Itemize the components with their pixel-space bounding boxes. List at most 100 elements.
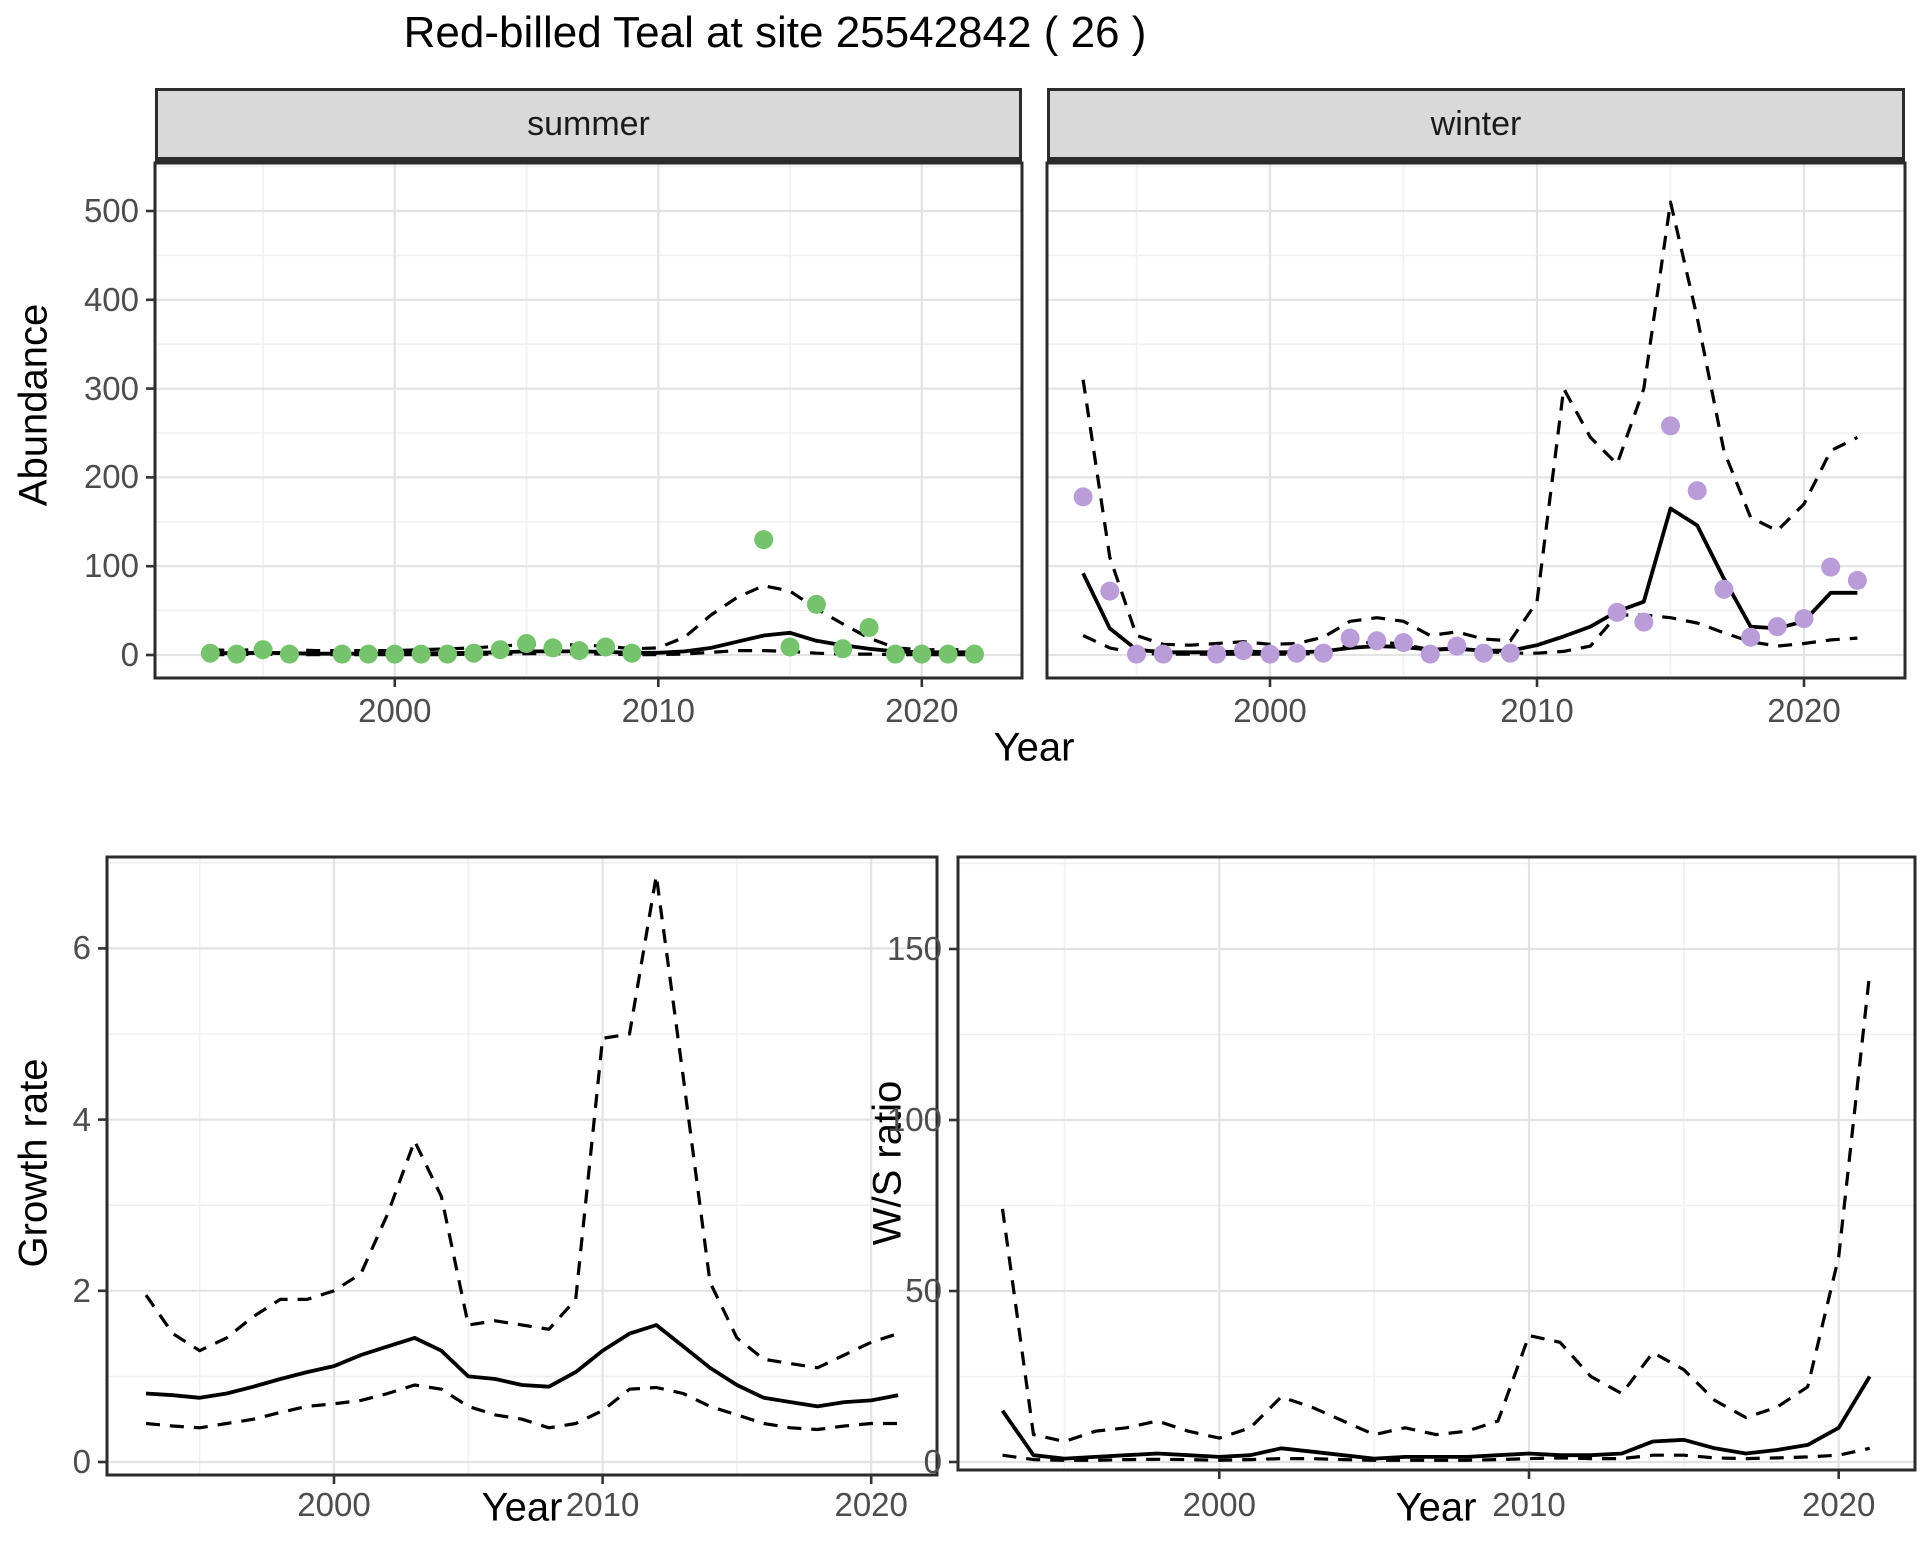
panel-ws-ratio-y-tick-label: 50	[905, 1272, 942, 1309]
facet-strip-winter-label: winter	[1430, 104, 1522, 143]
panel-winter-x-tick-label: 2010	[1500, 692, 1574, 729]
panel-growth-rate-y-tick-label: 0	[72, 1443, 91, 1480]
panel-growth-rate-x-tick-label: 2000	[297, 1486, 371, 1523]
panel-summer-x-tick-label: 2010	[621, 692, 696, 729]
panel-winter-observation-point	[1420, 644, 1440, 664]
panel-summer-y-tick-label: 100	[83, 547, 139, 585]
panel-ws-ratio-y-tick-label: 0	[923, 1443, 942, 1480]
panel-summer-observation-point	[490, 640, 510, 660]
panel-summer-observation-point	[754, 530, 774, 550]
panel-summer-observation-point	[200, 643, 220, 663]
panel-winter-observation-point	[1207, 644, 1227, 664]
panel-summer	[146, 161, 1024, 687]
panel-winter-observation-point	[1233, 641, 1253, 661]
panel-summer-y-tick-label: 500	[83, 192, 139, 229]
panel-winter-upper-ci-line	[1081, 200, 1859, 647]
panel-growth-rate-lower-ci-line	[145, 1383, 899, 1432]
panel-summer-observation-point	[885, 644, 905, 664]
panel-ws-ratio-y-tick-label: 100	[886, 1101, 942, 1138]
panel-winter-observation-point	[1100, 581, 1120, 601]
panel-growth-rate-mean-line	[145, 1323, 899, 1409]
panel-summer-observation-point	[438, 644, 457, 664]
panel-summer-observation-point	[517, 634, 536, 653]
panel-summer-observation-point	[253, 640, 273, 660]
panel-winter-observation-point	[1767, 617, 1787, 637]
y-axis-title-growth-rate: Growth rate	[11, 1058, 56, 1268]
panel-summer-observation-point	[385, 644, 405, 664]
x-axis-title-top: Year	[993, 725, 1075, 770]
x-axis-title-growth: Year	[481, 1485, 563, 1530]
facet-strip-winter: winter	[1047, 88, 1905, 163]
panel-ws-ratio-x-tick-label: 2000	[1182, 1486, 1257, 1523]
panel-summer-observation-point	[622, 643, 642, 663]
panel-summer-y-tick-label: 400	[83, 280, 139, 318]
panel-winter-observation-point	[1447, 636, 1467, 656]
panel-growth-rate	[98, 855, 939, 1484]
panel-ws-ratio-lower-ci-line	[1002, 1446, 1871, 1462]
panel-summer-observation-point	[543, 638, 563, 658]
panel-winter-observation-point	[1794, 609, 1814, 629]
panel-winter-observation-point	[1340, 628, 1360, 648]
panel-growth-rate-y-tick-label: 4	[72, 1100, 91, 1138]
panel-summer-y-tick-label: 300	[83, 369, 139, 407]
panel-winter-observation-point	[1260, 644, 1280, 664]
panel-winter-observation-point	[1714, 579, 1734, 599]
panel-winter-observation-point	[1687, 481, 1707, 501]
panel-winter-observation-point	[1821, 557, 1841, 577]
panel-winter-observation-point	[1127, 644, 1146, 664]
panel-summer-observation-point	[227, 644, 247, 664]
facet-strip-summer: summer	[155, 88, 1022, 163]
panel-winter-observation-point	[1741, 627, 1761, 647]
panel-growth-rate-upper-ci-line	[144, 874, 899, 1370]
panel-winter-observation-point	[1474, 643, 1494, 663]
panel-summer-observation-point	[596, 637, 616, 657]
y-axis-title-abundance: Abundance	[11, 303, 56, 507]
panel-summer-observation-point	[965, 644, 984, 664]
x-axis-title-ws: Year	[1395, 1485, 1477, 1530]
panel-winter-observation-point	[1500, 643, 1520, 663]
panel-growth-rate-x-tick-label: 2020	[834, 1486, 908, 1523]
panel-winter-x-tick-label: 2000	[1233, 692, 1307, 729]
panel-summer-observation-point	[912, 644, 932, 664]
panel-summer-observation-point	[859, 618, 879, 637]
panel-ws-ratio-upper-ci-line	[1000, 972, 1872, 1444]
panel-growth-rate-x-tick-label: 2010	[565, 1486, 640, 1523]
panel-summer-observation-point	[780, 637, 800, 657]
panel-summer-observation-point	[332, 644, 352, 664]
panel-ws-ratio-x-tick-label: 2010	[1492, 1486, 1566, 1523]
panel-winter-observation-point	[1153, 644, 1173, 664]
panel-summer-x-tick-label: 2000	[358, 692, 432, 729]
facet-strip-summer-label: summer	[527, 104, 650, 143]
panel-winter-observation-point	[1607, 602, 1627, 622]
panel-winter-x-tick-label: 2020	[1767, 692, 1841, 729]
panel-winter	[1045, 161, 1907, 687]
panel-summer-observation-point	[806, 594, 826, 614]
panel-winter-observation-point	[1661, 416, 1680, 436]
panel-summer-y-tick-label: 0	[120, 636, 139, 673]
panel-summer-observation-point	[358, 644, 378, 664]
panel-winter-observation-point	[1367, 631, 1387, 651]
panel-growth-rate-y-tick-label: 6	[72, 929, 91, 967]
panel-summer-observation-point	[833, 639, 853, 659]
panel-ws-ratio-mean-line	[1000, 1375, 1872, 1461]
panel-winter-observation-point	[1634, 612, 1654, 632]
panel-summer-y-tick-label: 200	[83, 458, 139, 496]
panel-summer-observation-point	[279, 644, 299, 664]
panel-ws-ratio-y-tick-label: 150	[886, 930, 942, 967]
panel-winter-observation-point	[1313, 643, 1333, 663]
panel-winter-observation-point	[1394, 633, 1413, 653]
panel-winter-observation-point	[1073, 487, 1093, 507]
panel-summer-x-tick-label: 2020	[885, 692, 959, 729]
chart-title: Red-billed Teal at site 25542842 ( 26 )	[403, 8, 1147, 57]
panel-winter-observation-point	[1287, 643, 1307, 663]
panel-summer-observation-point	[411, 644, 431, 664]
panel-summer-observation-point	[464, 643, 484, 663]
panel-growth-rate-y-tick-label: 2	[72, 1271, 91, 1309]
panel-summer-observation-point	[569, 641, 589, 661]
panel-ws-ratio	[949, 855, 1917, 1479]
panel-summer-observation-point	[938, 644, 958, 664]
panel-winter-observation-point	[1847, 570, 1867, 590]
panel-ws-ratio-x-tick-label: 2020	[1801, 1486, 1876, 1523]
